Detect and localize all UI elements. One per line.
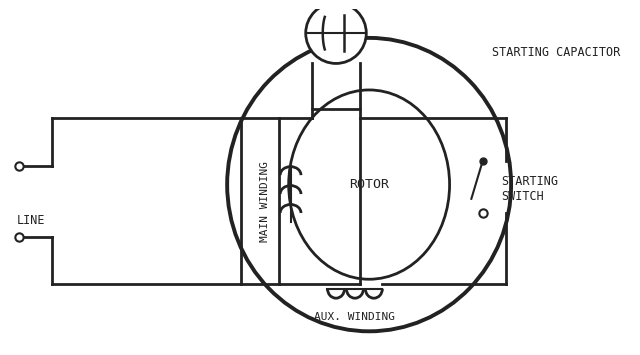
- Ellipse shape: [289, 90, 449, 279]
- Text: MAIN WINDING: MAIN WINDING: [260, 161, 270, 242]
- Text: AUX. WINDING: AUX. WINDING: [314, 312, 396, 322]
- Text: STARTING
SWITCH: STARTING SWITCH: [502, 175, 559, 203]
- Text: STARTING CAPACITOR: STARTING CAPACITOR: [492, 45, 620, 59]
- Text: LINE: LINE: [17, 214, 45, 226]
- Ellipse shape: [306, 3, 366, 64]
- Text: ROTOR: ROTOR: [349, 178, 389, 191]
